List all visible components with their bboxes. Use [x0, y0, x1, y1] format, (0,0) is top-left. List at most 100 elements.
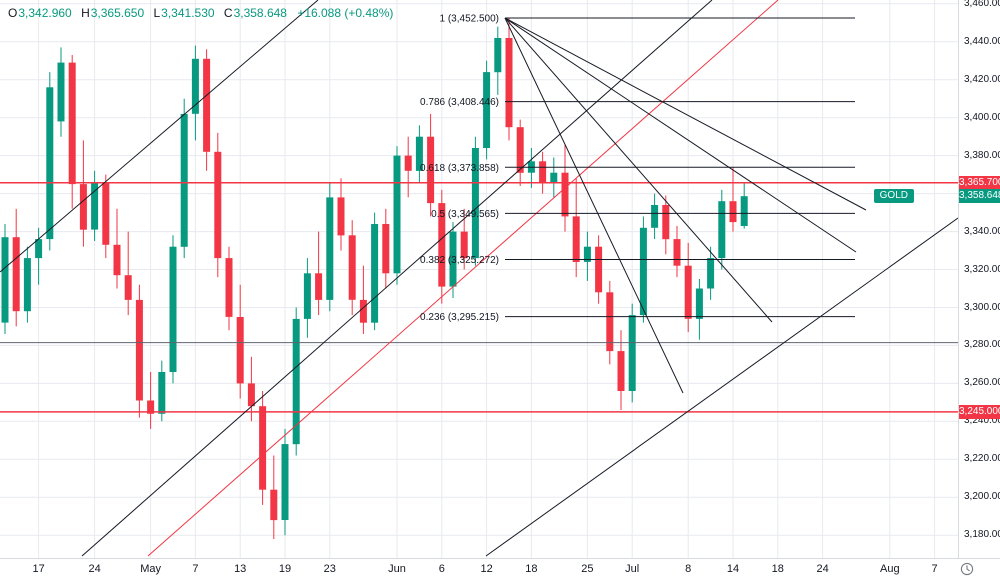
candle[interactable] [561, 172, 569, 217]
time-tick-label: 13 [234, 563, 247, 575]
candle[interactable] [35, 239, 43, 259]
candle[interactable] [303, 273, 311, 319]
candle[interactable] [169, 246, 177, 372]
candle[interactable] [124, 275, 132, 300]
candle[interactable] [270, 489, 278, 521]
candle[interactable] [707, 258, 715, 289]
time-tick-label: Aug [880, 563, 900, 575]
candle[interactable] [315, 273, 323, 300]
candle[interactable] [684, 265, 692, 319]
candle[interactable] [214, 151, 222, 259]
candle[interactable] [1, 237, 9, 323]
candle[interactable] [158, 372, 166, 414]
candle[interactable] [102, 182, 110, 245]
ascending-channel-lower [81, 0, 713, 557]
candle[interactable] [113, 244, 121, 276]
candle[interactable] [68, 62, 76, 185]
fib-level-label: 0.618 (3,373.858) [420, 163, 499, 174]
last-price-badge: 3,358.648 [959, 189, 1000, 204]
price-tick-label: 3,320.000 [964, 263, 1000, 275]
price-tick-label: 3,400.000 [964, 111, 1000, 123]
candle[interactable] [236, 317, 244, 384]
candle[interactable] [259, 406, 267, 490]
candle[interactable] [483, 72, 491, 148]
candle[interactable] [203, 58, 211, 152]
candle[interactable] [539, 161, 547, 183]
candle[interactable] [135, 299, 143, 401]
candle[interactable] [371, 224, 379, 323]
candle[interactable] [583, 246, 591, 262]
candle[interactable] [572, 216, 580, 262]
candle[interactable] [147, 400, 155, 414]
candle[interactable] [191, 58, 199, 114]
candle[interactable] [550, 172, 558, 183]
candle[interactable] [695, 288, 703, 319]
candle[interactable] [12, 237, 20, 312]
ascending-channel-upper [0, 0, 319, 273]
candle[interactable] [46, 87, 54, 240]
candle[interactable] [359, 299, 367, 323]
trend-lines[interactable] [0, 0, 958, 557]
candle[interactable] [337, 197, 345, 236]
fibonacci-retracement[interactable]: 1 (3,452.500) 0.786 (3,408.446) 0.618 (3,3… [420, 14, 855, 324]
time-tick-label: 17 [32, 563, 45, 575]
candle[interactable] [180, 113, 188, 247]
candle[interactable] [606, 292, 614, 352]
candle[interactable] [449, 231, 457, 287]
price-tick-label: 3,420.000 [964, 73, 1000, 85]
fan-line-4 [504, 17, 867, 211]
candle[interactable] [91, 182, 99, 230]
candle[interactable] [281, 444, 289, 520]
wedge-support [485, 217, 958, 557]
ohlc-legend: O3,342.960 H3,365.650 L3,341.530 C3,358.… [8, 6, 393, 20]
price-tick-label: 3,240.000 [964, 415, 1000, 427]
candle[interactable] [292, 318, 300, 445]
chart-plot-area[interactable]: 1 (3,452.500) 0.786 (3,408.446) 0.618 (3,3… [0, 0, 958, 558]
candle[interactable] [225, 258, 233, 317]
candle[interactable] [393, 155, 401, 274]
candle[interactable] [382, 224, 390, 274]
price-tick-label: 3,260.000 [964, 377, 1000, 389]
candle[interactable] [23, 258, 31, 312]
candle[interactable] [718, 201, 726, 259]
price-level-badge: 3,245.000 [959, 404, 1000, 419]
candle[interactable] [404, 155, 412, 171]
candle[interactable] [729, 201, 737, 223]
candle[interactable] [79, 184, 87, 230]
price-level-lines[interactable] [0, 182, 958, 413]
candle[interactable] [247, 383, 255, 407]
fan-line-2 [504, 17, 773, 323]
candle[interactable] [516, 127, 524, 173]
candle[interactable] [415, 136, 423, 171]
price-tick-label: 3,220.000 [964, 453, 1000, 465]
candle[interactable] [595, 246, 603, 293]
price-axis[interactable]: 3,460.000 3,440.000 3,420.000 3,400.000 3,38… [958, 0, 1000, 558]
candle[interactable] [427, 136, 435, 204]
symbol-badge: GOLD [873, 189, 914, 204]
candle[interactable] [505, 38, 513, 128]
time-tick-label: 24 [816, 563, 829, 575]
candle[interactable] [740, 196, 748, 226]
candle[interactable] [57, 62, 65, 122]
candle[interactable] [438, 203, 446, 287]
candle[interactable] [673, 239, 681, 266]
price-tick-label: 3,340.000 [964, 225, 1000, 237]
fib-level-label: 0.786 (3,408.446) [420, 97, 499, 108]
candle[interactable] [662, 205, 670, 240]
candle[interactable] [460, 231, 468, 259]
high-label: H [81, 6, 90, 20]
price-tick-label: 3,180.000 [964, 529, 1000, 541]
candle[interactable] [471, 148, 479, 259]
time-axis[interactable]: 17 24 May 7 13 19 23 Jun 6 12 18 25 Jul 8 14 18 24 Aug 7 [0, 558, 1000, 578]
candle[interactable] [494, 38, 502, 73]
candle[interactable] [628, 315, 636, 391]
candle[interactable] [348, 235, 356, 300]
time-tick-label: 12 [480, 563, 493, 575]
candle[interactable] [651, 205, 659, 228]
candle[interactable] [617, 351, 625, 391]
candle[interactable] [639, 227, 647, 316]
chart-canvas[interactable]: 1 (3,452.500) 0.786 (3,408.446) 0.618 (3,3… [0, 0, 958, 558]
time-tick-label: 24 [88, 563, 101, 575]
clock-icon[interactable] [960, 562, 974, 576]
candle[interactable] [326, 197, 334, 300]
